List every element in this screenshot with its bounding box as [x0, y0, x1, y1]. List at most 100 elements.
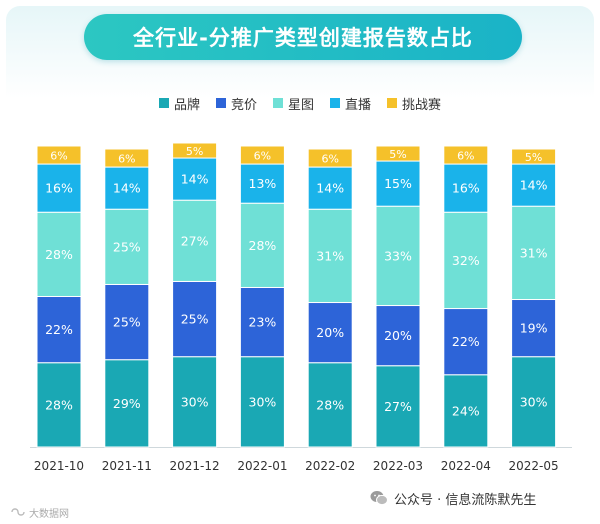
bar-segment-2021-12-品牌 [172, 356, 218, 448]
bar-label-2022-01-品牌: 30% [249, 394, 277, 409]
bar-segment-2021-10-竞价 [36, 296, 82, 364]
legend-label-bidding: 竞价 [230, 97, 257, 113]
bar-segment-2021-11-竞价 [104, 283, 150, 361]
legend-label-brand: 品牌 [173, 97, 200, 113]
bar-segment-2021-11-品牌 [104, 359, 150, 448]
bar-segment-2021-10-挑战赛 [36, 145, 82, 165]
watermark: 大数据网 [10, 504, 69, 520]
bar-segment-2022-04-直播 [443, 163, 489, 213]
wechat-icon [370, 491, 388, 506]
bar-label-2022-05-竞价: 19% [520, 321, 548, 336]
bar-segment-2022-04-竞价 [443, 308, 489, 376]
bar-segment-2022-01-竞价 [239, 286, 285, 358]
bar-segment-2022-01-品牌 [239, 356, 285, 448]
bar-segment-2021-12-星图 [172, 199, 218, 282]
chart-title: 全行业-分推广类型创建报告数占比 [133, 26, 473, 50]
bar-label-2022-05-直播: 14% [520, 178, 548, 193]
bar-label-2021-10-竞价: 22% [45, 322, 73, 337]
bar-label-2021-11-星图: 25% [113, 239, 141, 254]
bar-label-2022-04-直播: 16% [452, 181, 480, 196]
bar-label-2022-01-星图: 28% [249, 238, 277, 253]
legend-item-bidding: 竞价 [215, 94, 257, 113]
bar-label-2022-03-竞价: 20% [384, 328, 412, 343]
x-tick-label-2021-10: 2021-10 [34, 459, 84, 473]
bar-label-2022-02-直播: 14% [316, 181, 344, 196]
legend: 品牌 竞价 星图 直播 挑战赛 [0, 92, 600, 114]
bar-segment-2022-02-星图 [307, 208, 353, 304]
legend-swatch-xingtu [272, 98, 283, 108]
bar-label-2021-12-挑战赛: 5% [186, 145, 203, 158]
x-tick-label-2021-12: 2021-12 [170, 459, 220, 473]
bar-label-2021-11-品牌: 29% [113, 396, 141, 411]
legend-item-xingtu: 星图 [272, 94, 314, 113]
bar-label-2021-10-品牌: 28% [45, 397, 73, 412]
legend-label-live: 直播 [345, 97, 372, 113]
bar-segment-2022-03-竞价 [375, 305, 421, 367]
bar-segment-2022-03-挑战赛 [375, 145, 421, 162]
bar-label-2022-03-直播: 15% [384, 176, 412, 191]
bar-label-2021-12-竞价: 25% [181, 312, 209, 327]
bar-segment-2021-11-星图 [104, 208, 150, 285]
bar-segment-2021-11-直播 [104, 166, 150, 210]
bar-segment-2022-05-星图 [511, 205, 557, 301]
bar-label-2022-04-品牌: 24% [452, 403, 480, 418]
bar-label-2022-04-竞价: 22% [452, 334, 480, 349]
bar-segment-2022-05-直播 [511, 163, 557, 207]
bar-segment-2022-05-竞价 [511, 299, 557, 358]
bar-segment-2022-02-品牌 [307, 362, 353, 448]
legend-item-live: 直播 [330, 94, 371, 113]
legend-label-challenge: 挑战赛 [402, 97, 442, 113]
bar-segment-2022-04-挑战赛 [443, 145, 489, 165]
bar-label-2022-02-星图: 31% [316, 248, 344, 263]
x-tick-label-2022-01: 2022-01 [237, 459, 287, 473]
bar-label-2022-02-竞价: 20% [316, 325, 344, 340]
bar-label-2022-03-星图: 33% [384, 248, 412, 263]
footer-credit: 公众号 · 信息流陈默先生 [370, 486, 536, 510]
bar-label-2022-02-品牌: 28% [316, 397, 344, 412]
bar-segment-2021-10-品牌 [36, 362, 82, 448]
x-tick-label-2022-03: 2022-03 [373, 459, 423, 473]
bar-segment-2022-02-挑战赛 [307, 148, 353, 168]
bar-segment-2021-10-直播 [36, 163, 82, 213]
legend-item-challenge: 挑战赛 [387, 94, 441, 113]
bar-label-2022-05-挑战赛: 5% [525, 151, 542, 164]
bar-label-2021-12-品牌: 30% [181, 394, 209, 409]
legend-label-xingtu: 星图 [287, 97, 314, 113]
legend-swatch-live [330, 98, 340, 108]
bar-label-2021-12-直播: 14% [181, 172, 209, 187]
bar-label-2022-01-竞价: 23% [249, 315, 277, 330]
bar-label-2022-03-挑战赛: 5% [389, 148, 406, 161]
bar-label-2021-12-星图: 27% [181, 233, 209, 248]
x-tick-label-2021-11: 2021-11 [102, 459, 152, 473]
bar-label-2022-05-星图: 31% [520, 245, 548, 260]
bar-segment-2022-03-星图 [375, 205, 421, 307]
bar-label-2021-10-直播: 16% [45, 181, 73, 196]
bar-label-2021-11-直播: 14% [113, 181, 141, 196]
bar-segment-2021-12-挑战赛 [172, 142, 218, 159]
bar-segment-2022-01-直播 [239, 163, 285, 204]
bar-label-2021-11-挑战赛: 6% [118, 153, 135, 166]
bar-label-2022-03-品牌: 27% [384, 399, 412, 414]
bar-segment-2022-05-挑战赛 [511, 148, 557, 165]
legend-swatch-challenge [387, 98, 398, 108]
bar-segment-2021-12-直播 [172, 157, 218, 201]
bar-segment-2022-01-挑战赛 [239, 145, 285, 165]
bar-label-2022-04-星图: 32% [452, 253, 480, 268]
bar-label-2021-10-挑战赛: 6% [50, 150, 67, 163]
watermark-icon [11, 508, 25, 516]
bar-segment-2022-03-品牌 [375, 365, 421, 448]
x-tick-label-2022-04: 2022-04 [441, 459, 491, 473]
bar-segment-2021-10-星图 [36, 211, 82, 297]
bar-segment-2022-04-品牌 [443, 374, 489, 448]
bar-segment-2022-04-星图 [443, 211, 489, 310]
bar-label-2022-04-挑战赛: 6% [457, 150, 474, 163]
bar-label-2022-01-直播: 13% [249, 176, 277, 191]
legend-item-brand: 品牌 [158, 94, 200, 113]
watermark-text: 大数据网 [29, 508, 69, 520]
title-banner: 全行业-分推广类型创建报告数占比 [84, 14, 522, 60]
bar-segment-2022-02-直播 [307, 166, 353, 210]
x-tick-label-2022-05: 2022-05 [509, 459, 559, 473]
bar-label-2021-11-竞价: 25% [113, 315, 141, 330]
bar-label-2022-02-挑战赛: 6% [321, 153, 338, 166]
